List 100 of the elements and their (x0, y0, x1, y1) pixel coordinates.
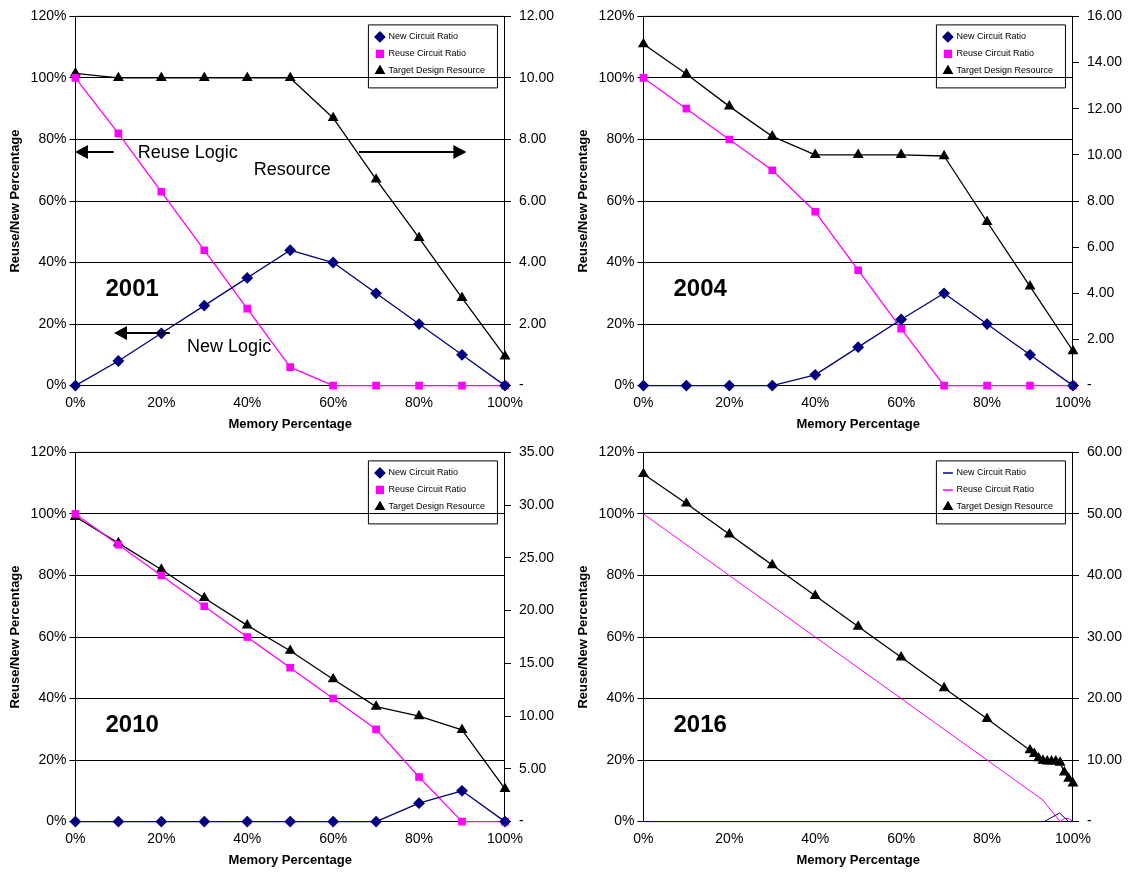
legend-label: New Circuit Ratio (388, 467, 458, 478)
legend-label: Target Design Resource (956, 65, 1053, 76)
y2-tick-label: 4.00 (1086, 284, 1115, 301)
legend-label: Reuse Circuit Ratio (956, 48, 1034, 59)
legend-label: New Circuit Ratio (956, 31, 1026, 42)
y-tick-label: 0% (614, 376, 635, 393)
x-tick-label: 40% (233, 393, 262, 410)
x-tick-label: 40% (801, 829, 830, 846)
y-tick-label: 120% (30, 443, 67, 460)
y-tick-label: 80% (38, 130, 67, 147)
annotation: Resource (253, 159, 331, 180)
y-tick-label: 120% (598, 7, 635, 24)
y-axis-title: Reuse/New Percentage (7, 565, 23, 709)
y-tick-label: 60% (606, 627, 635, 644)
x-tick-label: 60% (887, 829, 916, 846)
legend-label: Target Design Resource (388, 501, 485, 512)
y-tick-label: 120% (30, 7, 67, 24)
y-tick-label: 20% (38, 314, 67, 331)
legend-label: Reuse Circuit Ratio (388, 48, 466, 59)
y-tick-label: 60% (38, 627, 67, 644)
y-tick-label: 0% (614, 812, 635, 829)
legend-label: Target Design Resource (388, 65, 485, 76)
legend-label: Target Design Resource (956, 501, 1053, 512)
y-tick-label: 60% (606, 191, 635, 208)
x-tick-label: 100% (1055, 393, 1091, 410)
y2-tick-label: 10.00 (518, 706, 555, 723)
y-tick-label: 40% (606, 689, 635, 706)
legend-label: New Circuit Ratio (388, 31, 458, 42)
y2-tick-label: 25.00 (518, 548, 555, 565)
y-tick-label: 100% (30, 504, 67, 521)
x-tick-label: 20% (715, 393, 744, 410)
text: 2004 (673, 274, 728, 302)
x-tick-label: 80% (405, 829, 434, 846)
y2-tick-label: 14.00 (1086, 53, 1123, 70)
text: 2016 (673, 710, 727, 738)
y-tick-label: 40% (606, 253, 635, 270)
y2-tick-label: - (1086, 812, 1092, 829)
x-axis-title: Memory Percentage (796, 851, 920, 867)
legend-label: Reuse Circuit Ratio (956, 484, 1034, 495)
x-tick-label: 0% (633, 829, 654, 846)
y2-tick-label: 8.00 (518, 130, 547, 147)
y-axis-title: Reuse/New Percentage (575, 129, 591, 273)
y-tick-label: 20% (606, 314, 635, 331)
y2-tick-label: 16.00 (1086, 7, 1123, 24)
y2-tick-label: 4.00 (518, 253, 547, 270)
y-axis-title: Reuse/New Percentage (7, 129, 23, 273)
y2-tick-label: 12.00 (518, 7, 555, 24)
y2-tick-label: 6.00 (518, 191, 547, 208)
y-tick-label: 20% (38, 750, 67, 767)
y2-tick-label: 20.00 (518, 601, 555, 618)
y2-tick-label: 60.00 (1086, 443, 1123, 460)
y2-tick-label: 10.00 (1086, 750, 1123, 767)
y2-tick-label: 15.00 (518, 654, 555, 671)
x-tick-label: 0% (65, 393, 86, 410)
y-tick-label: 40% (38, 253, 67, 270)
y2-tick-label: 8.00 (1086, 191, 1115, 208)
x-axis-title: Memory Percentage (228, 415, 352, 431)
y2-tick-label: 40.00 (1086, 566, 1123, 583)
y-axis-title: Reuse/New Percentage (575, 565, 591, 709)
x-axis-title: Memory Percentage (228, 851, 352, 867)
x-axis-title: Memory Percentage (796, 415, 920, 431)
y-tick-label: 100% (598, 68, 635, 85)
annotation: New Logic (187, 336, 272, 357)
y2-tick-label: 35.00 (518, 443, 555, 460)
y-tick-label: 20% (606, 750, 635, 767)
x-tick-label: 100% (1055, 829, 1091, 846)
y2-tick-label: 6.00 (1086, 238, 1115, 255)
x-tick-label: 60% (319, 829, 348, 846)
y2-tick-label: 5.00 (518, 759, 547, 776)
y2-tick-label: 30.00 (1086, 627, 1123, 644)
y-tick-label: 0% (46, 376, 67, 393)
y2-tick-label: - (518, 376, 524, 393)
x-tick-label: 40% (233, 829, 262, 846)
y2-tick-label: 10.00 (1086, 145, 1123, 162)
y2-tick-label: 2.00 (518, 314, 547, 331)
y2-tick-label: 12.00 (1086, 99, 1123, 116)
x-tick-label: 80% (405, 393, 434, 410)
x-tick-label: 20% (715, 829, 744, 846)
y2-tick-label: 50.00 (1086, 504, 1123, 521)
y-tick-label: 120% (598, 443, 635, 460)
x-tick-label: 0% (633, 393, 654, 410)
x-tick-label: 40% (801, 393, 830, 410)
y2-tick-label: 30.00 (518, 496, 555, 512)
x-tick-label: 80% (973, 393, 1002, 410)
x-tick-label: 100% (487, 829, 523, 846)
x-tick-label: 80% (973, 829, 1002, 846)
y-tick-label: 80% (38, 566, 67, 583)
y-tick-label: 80% (606, 566, 635, 583)
x-tick-label: 60% (319, 393, 348, 410)
x-tick-label: 20% (147, 829, 176, 846)
y-tick-label: 40% (38, 689, 67, 706)
legend-label: New Circuit Ratio (956, 467, 1026, 478)
y-tick-label: 0% (46, 812, 67, 829)
y-tick-label: 100% (30, 68, 67, 85)
y-tick-label: 80% (606, 130, 635, 147)
x-tick-label: 100% (487, 393, 523, 410)
legend-label: Reuse Circuit Ratio (388, 484, 466, 495)
y2-tick-label: - (518, 812, 524, 829)
text: 2001 (105, 274, 159, 302)
text: 2010 (105, 710, 159, 738)
